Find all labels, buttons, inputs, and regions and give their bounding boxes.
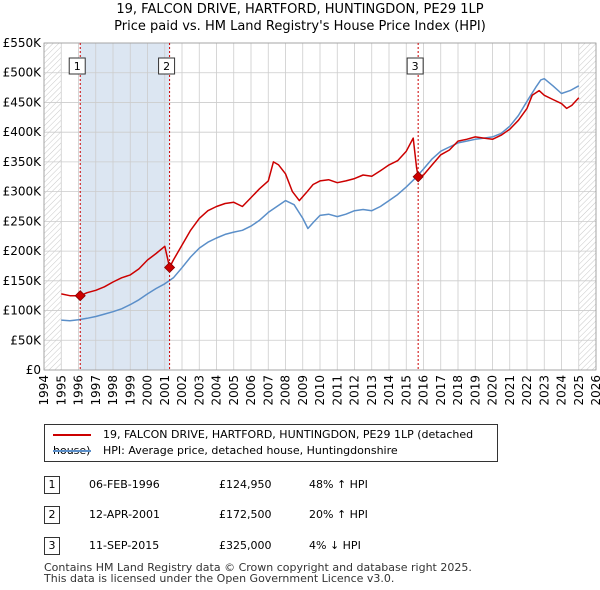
x-tick-label: 2009 (296, 375, 310, 406)
legend-swatch-property (53, 434, 91, 436)
x-tick-label: 1996 (72, 375, 86, 406)
x-tick-label: 2003 (192, 375, 206, 406)
footer-licence: This data is licensed under the Open Gov… (44, 572, 395, 585)
y-tick-label: £150K (3, 274, 43, 288)
footer-copyright: Contains HM Land Registry data © Crown c… (44, 561, 472, 574)
legend-label-hpi: HPI: Average price, detached house, Hunt… (103, 444, 398, 457)
x-tick-label: 2021 (503, 375, 517, 406)
x-tick-label: 2026 (589, 375, 600, 406)
x-tick-label: 2001 (158, 375, 172, 406)
sale-point (164, 261, 176, 274)
sale-point (74, 290, 86, 302)
y-tick-label: £200K (3, 244, 43, 258)
x-tick-label: 1999 (123, 375, 137, 406)
y-tick-label: £450K (3, 95, 43, 109)
x-tick-label: 2016 (417, 375, 431, 406)
x-tick-label: 2022 (520, 375, 534, 406)
x-tick-label: 2011 (330, 375, 344, 406)
sale-hpi-change: 20% ↑ HPI (309, 508, 368, 521)
x-tick-label: 2006 (244, 375, 258, 406)
x-tick-label: 2002 (175, 375, 189, 406)
y-tick-label: £350K (3, 155, 43, 169)
x-tick-label: 2012 (348, 375, 362, 406)
y-tick-label: £100K (3, 304, 43, 318)
x-tick-label: 2005 (227, 375, 241, 406)
y-tick-label: £0 (26, 363, 41, 377)
sale-number-badge: 1 (44, 476, 60, 494)
sale-label-box (406, 57, 424, 75)
y-tick-label: £300K (3, 185, 43, 199)
y-tick-label: £400K (3, 125, 43, 139)
x-tick-label: 1998 (106, 375, 120, 406)
x-tick-label: 1995 (54, 375, 68, 406)
sale-label-text: 2 (163, 60, 170, 73)
chart-subtitle: Price paid vs. HM Land Registry's House … (114, 19, 486, 34)
x-tick-label: 2018 (451, 375, 465, 406)
x-tick-label: 2025 (572, 375, 586, 406)
y-tick-label: £550K (3, 36, 43, 50)
legend-item-property: 19, FALCON DRIVE, HARTFORD, HUNTINGDON, … (53, 427, 497, 457)
legend-swatch-hpi (53, 450, 91, 452)
sale-date: 11-SEP-2015 (89, 539, 160, 552)
sale-label-box (158, 57, 176, 75)
sale-label-box (68, 57, 86, 75)
x-tick-label: 2000 (141, 375, 155, 406)
sale-number-badge: 3 (44, 537, 60, 555)
x-tick-label: 2008 (279, 375, 293, 406)
pre-data-hatch (44, 43, 62, 370)
y-tick-label: £500K (3, 66, 43, 80)
price-chart: £0 £50K £100K £150K £200K £250K £300K £350K £400… (3, 36, 600, 406)
sale-label-text: 1 (74, 60, 81, 73)
x-tick-label: 2015 (399, 375, 413, 406)
x-tick-label: 2007 (261, 375, 275, 406)
y-tick-label: £250K (3, 214, 43, 228)
sale-hpi-change: 48% ↑ HPI (309, 478, 368, 491)
x-tick-label: 2023 (537, 375, 551, 406)
chart-legend: 19, FALCON DRIVE, HARTFORD, HUNTINGDON, … (44, 424, 498, 462)
sale-date: 12-APR-2001 (89, 508, 161, 521)
chart-title: 19, FALCON DRIVE, HARTFORD, HUNTINGDON, … (116, 2, 484, 17)
hpi-line (61, 77, 580, 322)
x-tick-label: 1994 (37, 375, 51, 406)
sale-price: £325,000 (219, 539, 272, 552)
x-tick-label: 2004 (210, 375, 224, 406)
sale-hpi-change: 4% ↓ HPI (309, 539, 361, 552)
x-tick-label: 2024 (555, 375, 569, 406)
x-tick-label: 2017 (434, 375, 448, 406)
post-data-hatch (578, 43, 596, 370)
sale-label-text: 3 (412, 60, 419, 73)
sale-point (412, 171, 424, 183)
sale-date: 06-FEB-1996 (89, 478, 160, 491)
ownership-band (80, 43, 170, 370)
sale-price: £172,500 (219, 508, 272, 521)
sale-price: £124,950 (219, 478, 272, 491)
sale-number-badge: 2 (44, 506, 60, 524)
y-tick-label: £50K (10, 333, 42, 347)
x-tick-label: 2014 (382, 375, 396, 406)
plot-border (43, 42, 597, 371)
x-tick-label: 2013 (365, 375, 379, 406)
x-tick-label: 1997 (89, 375, 103, 406)
x-tick-label: 2020 (486, 375, 500, 406)
x-tick-label: 2019 (468, 375, 482, 406)
x-tick-label: 2010 (313, 375, 327, 406)
property-price-line (61, 89, 580, 297)
legend-item-hpi: HPI: Average price, detached house, Hunt… (53, 443, 398, 459)
